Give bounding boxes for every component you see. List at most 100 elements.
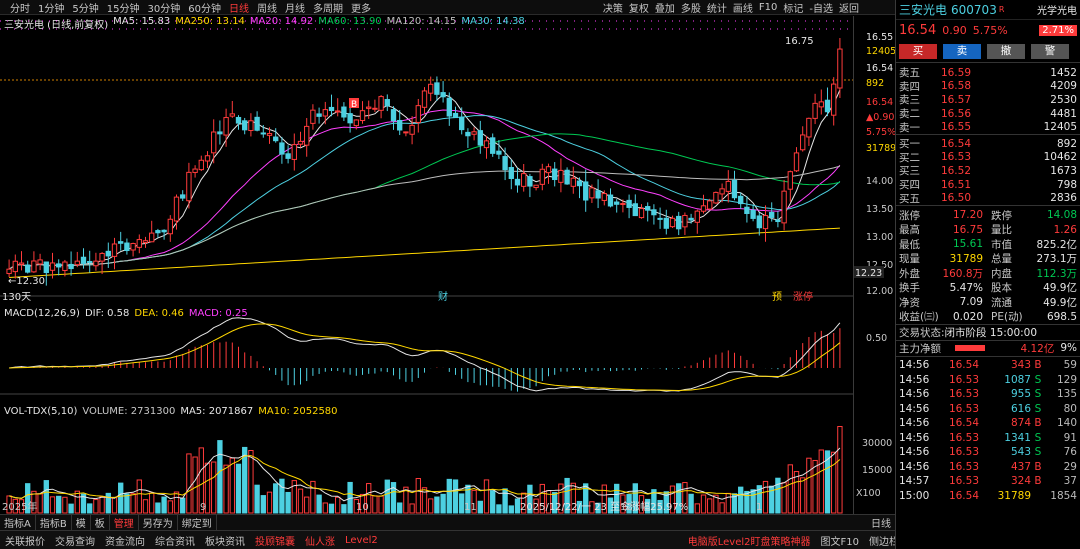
volume-bar[interactable] xyxy=(719,502,725,514)
candle[interactable] xyxy=(421,87,428,115)
volume-bar[interactable] xyxy=(744,490,750,514)
candle[interactable] xyxy=(638,204,645,219)
volume-bar[interactable] xyxy=(378,495,384,514)
volume-bar[interactable] xyxy=(297,488,304,514)
status-link[interactable]: 仙人涨 xyxy=(305,536,335,548)
volume-bar[interactable] xyxy=(440,493,446,514)
volume-bar[interactable] xyxy=(564,477,570,514)
volume-bar[interactable] xyxy=(415,478,421,514)
candle[interactable] xyxy=(477,120,483,154)
volume-bar[interactable] xyxy=(657,499,663,514)
volume-bar[interactable] xyxy=(502,488,508,514)
indicator-tab[interactable]: 指标A xyxy=(0,515,36,530)
tool-button[interactable]: -自选 xyxy=(809,3,833,15)
candle[interactable] xyxy=(564,167,570,185)
candle[interactable] xyxy=(105,242,111,268)
candle[interactable] xyxy=(651,204,657,225)
volume-bar[interactable] xyxy=(521,492,527,514)
period-tab[interactable]: 分时 xyxy=(10,3,30,15)
candle[interactable] xyxy=(192,165,198,178)
volume-bar[interactable] xyxy=(56,495,62,514)
candle[interactable] xyxy=(576,177,583,199)
volume-bar[interactable] xyxy=(793,471,800,514)
candle[interactable] xyxy=(446,92,452,126)
volume-bar[interactable] xyxy=(471,489,477,514)
volume-bar[interactable] xyxy=(465,484,471,514)
volume-bar[interactable] xyxy=(12,498,18,514)
period-tab[interactable]: 30分钟 xyxy=(147,3,181,15)
candle[interactable] xyxy=(62,259,68,277)
candle[interactable] xyxy=(242,117,248,135)
candle[interactable] xyxy=(390,106,397,130)
candle[interactable] xyxy=(6,259,12,277)
volume-bar[interactable] xyxy=(68,503,74,514)
book-row[interactable]: 卖四 16.58 4209 xyxy=(896,80,1080,94)
volume-bar[interactable] xyxy=(638,495,645,514)
candle[interactable] xyxy=(266,127,273,144)
limit-up-marker[interactable]: 涨停 xyxy=(793,290,813,303)
candle[interactable] xyxy=(235,115,242,130)
main-flow-row[interactable]: 主力净额 4.12亿 9% xyxy=(896,339,1080,356)
volume-bar[interactable] xyxy=(831,451,837,514)
candle[interactable] xyxy=(490,133,496,157)
volume-bar[interactable] xyxy=(217,440,223,514)
volume-bar[interactable] xyxy=(229,457,235,514)
candle[interactable] xyxy=(521,163,527,192)
candle[interactable] xyxy=(186,162,192,209)
candle[interactable] xyxy=(545,163,552,184)
volume-bar[interactable] xyxy=(18,499,25,514)
candle[interactable] xyxy=(124,238,130,255)
candle[interactable] xyxy=(229,101,235,118)
volume-bar[interactable] xyxy=(800,477,806,514)
candle[interactable] xyxy=(459,107,465,135)
volume-bar[interactable] xyxy=(731,493,738,514)
status-link[interactable]: 综合资讯 xyxy=(155,536,195,548)
candle[interactable] xyxy=(713,191,719,204)
volume-bar[interactable] xyxy=(552,492,558,514)
volume-bar[interactable] xyxy=(366,483,372,514)
period-tab[interactable]: 月线 xyxy=(284,3,305,15)
volume-bar[interactable] xyxy=(769,485,775,514)
volume-bar[interactable] xyxy=(130,493,136,514)
volume-bar[interactable] xyxy=(49,496,56,514)
tool-button[interactable]: F10 xyxy=(758,1,778,13)
volume-bar[interactable] xyxy=(614,483,620,514)
volume-bar[interactable] xyxy=(409,503,415,514)
volume-bar[interactable] xyxy=(787,464,793,514)
volume-bar[interactable] xyxy=(254,484,260,514)
volume-bar[interactable] xyxy=(818,449,824,514)
volume-bar[interactable] xyxy=(558,483,564,514)
candle[interactable] xyxy=(74,251,80,268)
candle[interactable] xyxy=(428,76,434,102)
buy-button[interactable]: 买 xyxy=(899,43,937,59)
volume-bar[interactable] xyxy=(260,495,266,514)
finance-marker[interactable]: 财 xyxy=(438,290,448,303)
candle[interactable] xyxy=(824,87,831,117)
candle[interactable] xyxy=(781,180,787,231)
volume-bar[interactable] xyxy=(397,502,403,514)
volume-bar[interactable] xyxy=(211,461,217,514)
period-tab[interactable]: 周线 xyxy=(256,3,277,15)
volume-bar[interactable] xyxy=(204,462,211,514)
candle[interactable] xyxy=(583,169,589,212)
status-link[interactable]: 关联报价 xyxy=(5,536,45,548)
volume-bar[interactable] xyxy=(607,497,614,514)
volume-bar[interactable] xyxy=(124,493,130,514)
candle[interactable] xyxy=(595,179,601,209)
candle[interactable] xyxy=(756,212,762,236)
candle[interactable] xyxy=(130,242,136,257)
volume-bar[interactable] xyxy=(539,483,545,514)
candle[interactable] xyxy=(223,108,229,147)
volume-bar[interactable] xyxy=(645,498,651,514)
candle[interactable] xyxy=(316,107,322,124)
candle[interactable] xyxy=(142,236,149,248)
volume-bar[interactable] xyxy=(483,479,490,514)
candle[interactable] xyxy=(607,188,614,208)
volume-bar[interactable] xyxy=(421,487,428,514)
candle[interactable] xyxy=(359,101,366,124)
candle[interactable] xyxy=(260,124,266,138)
alert-button[interactable]: 警 xyxy=(1031,43,1069,59)
book-row[interactable]: 买二 16.53 10462 xyxy=(896,151,1080,165)
candle[interactable] xyxy=(645,202,651,222)
candle[interactable] xyxy=(68,251,74,276)
